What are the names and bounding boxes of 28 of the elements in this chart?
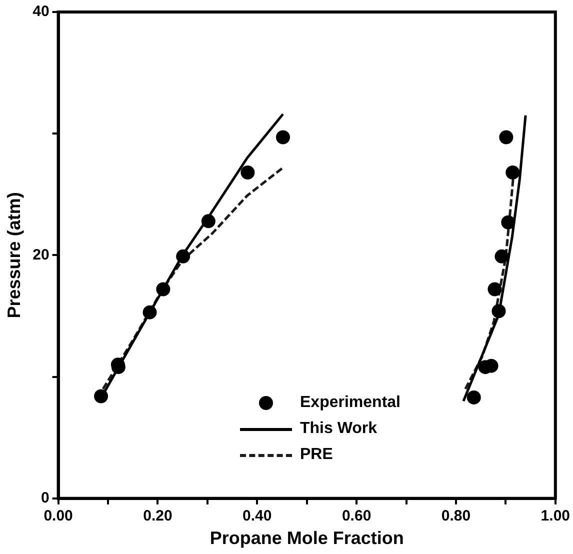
point [506, 166, 520, 180]
point [276, 130, 290, 144]
x-tick-label: 0.20 [143, 508, 172, 525]
point [201, 214, 216, 228]
legend-label: This Work [300, 420, 378, 438]
x-tick-label: 0.60 [342, 508, 372, 525]
point [501, 215, 516, 230]
point [176, 249, 190, 264]
point [142, 305, 157, 320]
y-tick-label: 40 [32, 3, 50, 20]
x-tick-label: 1.00 [540, 508, 570, 525]
x-tick-label: 0.80 [441, 508, 471, 525]
point [499, 130, 514, 144]
x-tick-label: 0.40 [242, 508, 272, 525]
legend-label: PRE [300, 446, 333, 464]
point [94, 389, 108, 404]
point [494, 249, 509, 264]
point [492, 304, 506, 318]
point [240, 166, 255, 180]
x-tick-label: 0.00 [44, 508, 73, 525]
point [466, 390, 481, 404]
point [488, 282, 502, 296]
y-tick-label: 20 [32, 246, 50, 264]
y-tick-label: 0 [40, 490, 50, 507]
legend-label: Experimental [300, 394, 400, 412]
x-axis-title: Propane Mole Fraction [210, 528, 404, 548]
y-axis-title: Pressure (atm) [4, 192, 24, 318]
point [156, 282, 170, 296]
